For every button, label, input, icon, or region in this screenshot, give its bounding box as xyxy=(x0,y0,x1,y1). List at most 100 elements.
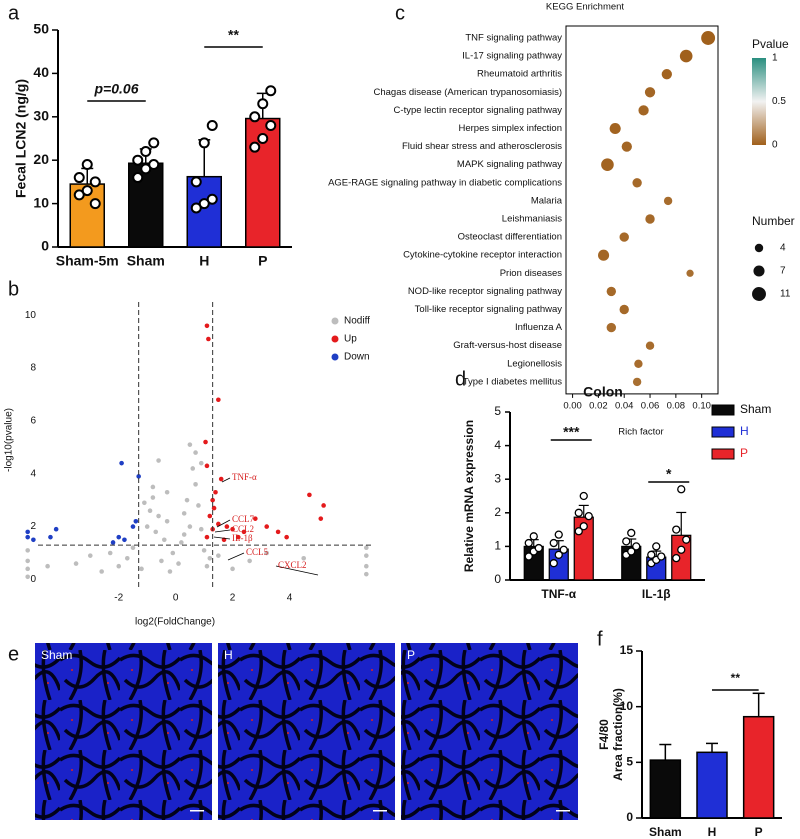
data-point xyxy=(164,489,170,495)
dot xyxy=(619,232,629,242)
y-tick-label: Osteoclast differentiation xyxy=(458,232,562,243)
data-point xyxy=(549,559,558,568)
annotation: ** xyxy=(731,671,741,685)
y-tick-label: Rheumatoid arthritis xyxy=(477,69,562,80)
data-point xyxy=(184,497,190,503)
data-point xyxy=(364,553,369,558)
annotation: TNF-α xyxy=(232,472,257,482)
data-point xyxy=(150,484,156,490)
dot xyxy=(606,322,617,333)
dot xyxy=(661,69,672,80)
data-point xyxy=(122,537,127,543)
data-point xyxy=(53,526,59,532)
size-legend-label: 4 xyxy=(780,243,786,254)
legend-label: Sham xyxy=(740,402,771,416)
y-tick-label: C-type lectin receptor signaling pathway xyxy=(394,105,563,116)
data-point xyxy=(190,202,202,214)
y-tick-label: 40 xyxy=(33,64,49,80)
y-tick-label: 1 xyxy=(494,539,501,553)
data-point xyxy=(25,574,30,580)
size-legend-label: 7 xyxy=(780,266,786,277)
y-tick-label: 10 xyxy=(33,194,49,210)
y-axis-title: Relative mRNA expression xyxy=(462,420,476,572)
annotation: * xyxy=(666,466,672,482)
x-tick-label: TNF-α xyxy=(541,587,576,601)
y-tick-label: Fluid shear stress and atherosclerosis xyxy=(402,141,562,152)
data-point xyxy=(196,503,201,508)
data-point xyxy=(207,555,213,561)
panel-letter: d xyxy=(455,368,466,390)
data-point xyxy=(153,529,159,535)
data-point xyxy=(159,558,164,564)
data-point xyxy=(176,561,181,566)
x-axis-title: Rich factor xyxy=(618,426,663,437)
data-point xyxy=(247,558,252,564)
y-tick-label: IL-17 signaling pathway xyxy=(462,51,562,62)
x-tick-label: IL-1β xyxy=(642,587,671,601)
x-tick-label: H xyxy=(708,825,717,839)
micrograph xyxy=(35,643,212,820)
data-point xyxy=(179,540,184,545)
data-point xyxy=(130,545,136,551)
data-point xyxy=(307,492,312,498)
data-point xyxy=(210,497,215,503)
y-tick-label: Type I diabetes mellitus xyxy=(463,376,563,387)
data-point xyxy=(584,512,593,521)
y-tick-label: AGE-RAGE signaling pathway in diabetic c… xyxy=(328,177,562,188)
x-tick-label: 0.08 xyxy=(667,400,686,411)
x-tick-label: 0.02 xyxy=(589,400,608,411)
data-point xyxy=(156,458,161,463)
dot xyxy=(601,158,614,171)
annotation-leader xyxy=(221,477,231,483)
y-tick-label: 50 xyxy=(33,21,49,37)
legend-title: Pvalue xyxy=(752,37,789,51)
data-point xyxy=(203,439,208,445)
data-point xyxy=(622,537,631,546)
scale-bar xyxy=(373,810,387,812)
y-tick-label: 0 xyxy=(41,238,49,254)
data-point xyxy=(574,527,583,536)
chart-title: KEGG Enrichment xyxy=(546,2,624,13)
dot xyxy=(632,377,642,387)
image-label: P xyxy=(407,648,415,662)
annotation-leader xyxy=(213,536,231,540)
legend-label: H xyxy=(740,424,749,438)
data-point xyxy=(164,519,170,524)
data-point xyxy=(187,442,193,447)
data-point xyxy=(25,529,30,535)
y-tick-label: Cytokine-cytokine receptor interaction xyxy=(403,250,562,261)
legend-swatch xyxy=(711,426,735,438)
data-point xyxy=(682,535,691,544)
y-axis-title: -log10(pvalue) xyxy=(4,408,15,472)
bar xyxy=(696,751,728,819)
data-point xyxy=(181,511,187,516)
data-point xyxy=(119,460,124,466)
micrograph xyxy=(218,643,395,820)
annotation: CCL2 xyxy=(232,524,254,534)
dot xyxy=(686,269,694,277)
y-tick-label: MAPK signaling pathway xyxy=(457,159,562,170)
data-point xyxy=(99,569,104,574)
y-tick-label: Legionellosis xyxy=(507,358,562,369)
data-point xyxy=(647,550,656,559)
data-point xyxy=(265,85,277,97)
y-tick-label: 0 xyxy=(494,572,501,586)
data-point xyxy=(193,482,198,487)
data-point xyxy=(161,537,167,543)
data-point xyxy=(627,547,636,556)
data-point xyxy=(672,525,681,534)
data-point xyxy=(150,495,156,500)
data-point xyxy=(107,550,113,556)
y-tick-label: 2 xyxy=(30,521,36,532)
plot-frame xyxy=(565,25,719,395)
data-point xyxy=(321,503,326,508)
y-tick-label: 8 xyxy=(30,363,36,374)
data-point xyxy=(524,538,533,548)
panel-letter: c xyxy=(395,2,405,24)
x-tick-label: 2 xyxy=(230,593,236,604)
y-tick-label: Chagas disease (American trypanosomiasis… xyxy=(374,87,563,98)
y-tick-label: 0 xyxy=(30,574,36,585)
colorbar-tick-label: 0 xyxy=(772,140,778,151)
data-point xyxy=(147,508,153,514)
data-point xyxy=(677,545,686,554)
